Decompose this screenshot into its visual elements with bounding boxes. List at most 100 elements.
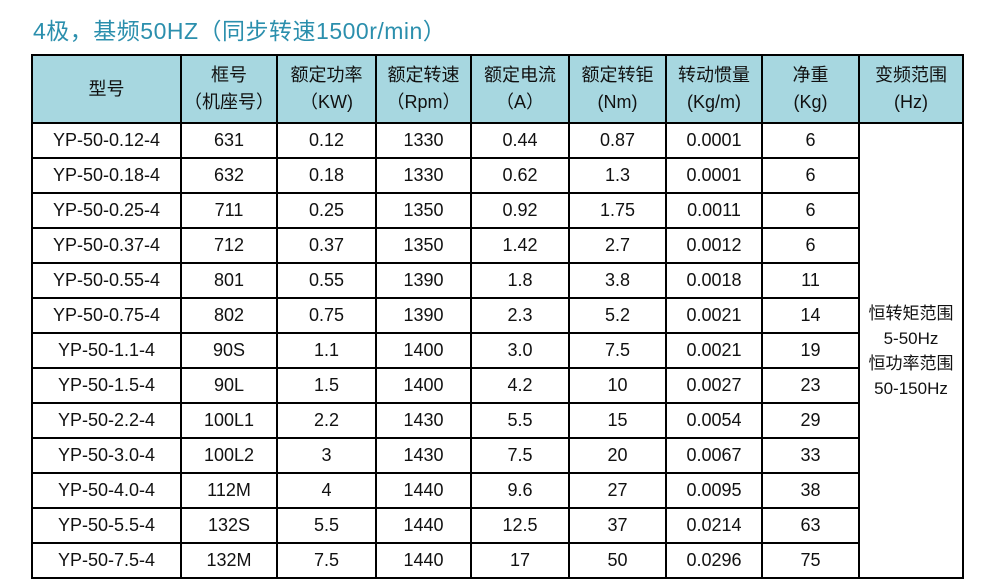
table-cell: 1440 xyxy=(375,542,472,579)
column-header-2: 框号 （机座号） xyxy=(180,54,278,124)
table-cell: 27 xyxy=(568,472,667,509)
table-cell: YP-50-7.5-4 xyxy=(31,542,182,579)
table-cell: 100L2 xyxy=(180,437,278,474)
table-row: YP-50-1.5-4 90L 1.5 1400 4.2 10 0.0027 23 xyxy=(31,367,963,404)
motor-spec-table: 型号 框号 （机座号） 额定功率 （KW) 额定转速 （Rpm） 额定电流 （A） 额定转钜 (Nm… xyxy=(31,54,964,579)
table-cell: 0.12 xyxy=(276,122,377,159)
table-cell: 1440 xyxy=(375,472,472,509)
column-header-1: 型号 xyxy=(31,54,182,124)
table-cell: 2.3 xyxy=(470,297,570,334)
table-cell: 20 xyxy=(568,437,667,474)
table-cell: 75 xyxy=(761,542,860,579)
table-cell: 100L1 xyxy=(180,402,278,439)
table-cell: 23 xyxy=(761,367,860,404)
column-header-3: 额定功率 （KW) xyxy=(276,54,377,124)
table-row: YP-50-0.75-4 802 0.75 1390 2.3 5.2 0.0021 14 xyxy=(31,297,963,334)
column-header-9: 变频范围 (Hz) xyxy=(858,54,964,124)
table-cell: 0.18 xyxy=(276,157,377,194)
column-header-6: 额定转钜 (Nm) xyxy=(568,54,667,124)
table-cell: 29 xyxy=(761,402,860,439)
column-header-8: 净重 (Kg) xyxy=(761,54,860,124)
table-row: YP-50-5.5-4 132S 5.5 1440 12.5 37 0.0214 63 xyxy=(31,507,963,544)
table-cell: YP-50-1.1-4 xyxy=(31,332,182,369)
table-cell: 11 xyxy=(761,262,860,299)
table-cell: 33 xyxy=(761,437,860,474)
table-cell: 0.0027 xyxy=(665,367,763,404)
table-cell: 712 xyxy=(180,227,278,264)
table-cell: 0.0018 xyxy=(665,262,763,299)
table-cell: 15 xyxy=(568,402,667,439)
table-row: YP-50-3.0-4 100L2 3 1430 7.5 20 0.0067 33 xyxy=(31,437,963,474)
table-row: YP-50-7.5-4 132M 7.5 1440 17 50 0.0296 75 xyxy=(31,542,963,579)
column-header-5: 额定电流 （A） xyxy=(470,54,570,124)
table-cell: 12.5 xyxy=(470,507,570,544)
table-cell: 37 xyxy=(568,507,667,544)
table-cell: 4.2 xyxy=(470,367,570,404)
table-cell: 5.5 xyxy=(470,402,570,439)
table-cell: 1430 xyxy=(375,402,472,439)
table-cell: YP-50-2.2-4 xyxy=(31,402,182,439)
table-cell: 6 xyxy=(761,157,860,194)
table-cell: 631 xyxy=(180,122,278,159)
table-cell: 0.87 xyxy=(568,122,667,159)
table-cell: 2.7 xyxy=(568,227,667,264)
table-cell: 7.5 xyxy=(470,437,570,474)
table-cell: 1.42 xyxy=(470,227,570,264)
table-cell: YP-50-0.12-4 xyxy=(31,122,182,159)
table-cell: YP-50-1.5-4 xyxy=(31,367,182,404)
table-cell: 802 xyxy=(180,297,278,334)
table-cell: 3 xyxy=(276,437,377,474)
table-cell: 0.0021 xyxy=(665,332,763,369)
table-cell: YP-50-0.55-4 xyxy=(31,262,182,299)
table-cell: 0.55 xyxy=(276,262,377,299)
table-cell: 90L xyxy=(180,367,278,404)
table-cell: 801 xyxy=(180,262,278,299)
frequency-range-note: 恒转矩范围 5-50Hz 恒功率范围 50-150Hz xyxy=(858,122,964,579)
table-cell: 711 xyxy=(180,192,278,229)
table-cell: 5.2 xyxy=(568,297,667,334)
table-cell: 1.75 xyxy=(568,192,667,229)
table-body: YP-50-0.12-4 631 0.12 1330 0.44 0.87 0.0001 6 恒转… xyxy=(31,122,964,579)
table-cell: 17 xyxy=(470,542,570,579)
table-cell: 0.37 xyxy=(276,227,377,264)
table-cell: 0.92 xyxy=(470,192,570,229)
table-cell: 112M xyxy=(180,472,278,509)
table-row: YP-50-2.2-4 100L1 2.2 1430 5.5 15 0.0054 29 xyxy=(31,402,963,439)
table-cell: 1.5 xyxy=(276,367,377,404)
table-cell: 0.0001 xyxy=(665,122,763,159)
table-cell: 0.0214 xyxy=(665,507,763,544)
table-cell: 1.1 xyxy=(276,332,377,369)
table-cell: 1400 xyxy=(375,367,472,404)
table-cell: 1350 xyxy=(375,192,472,229)
table-cell: 6 xyxy=(761,122,860,159)
table-cell: 0.62 xyxy=(470,157,570,194)
table-cell: 90S xyxy=(180,332,278,369)
table-row: YP-50-1.1-4 90S 1.1 1400 3.0 7.5 0.0021 19 xyxy=(31,332,963,369)
table-cell: 0.0021 xyxy=(665,297,763,334)
table-cell: 9.6 xyxy=(470,472,570,509)
table-row: YP-50-0.37-4 712 0.37 1350 1.42 2.7 0.0012 6 xyxy=(31,227,963,264)
table-cell: 50 xyxy=(568,542,667,579)
table-cell: 0.25 xyxy=(276,192,377,229)
table-cell: 10 xyxy=(568,367,667,404)
table-cell: 1430 xyxy=(375,437,472,474)
table-cell: YP-50-0.25-4 xyxy=(31,192,182,229)
table-cell: 0.0011 xyxy=(665,192,763,229)
table-cell: 1440 xyxy=(375,507,472,544)
table-cell: 1390 xyxy=(375,262,472,299)
table-cell: 0.0095 xyxy=(665,472,763,509)
table-row: YP-50-0.55-4 801 0.55 1390 1.8 3.8 0.0018 11 xyxy=(31,262,963,299)
table-cell: 14 xyxy=(761,297,860,334)
table-cell: 632 xyxy=(180,157,278,194)
table-cell: 4 xyxy=(276,472,377,509)
table-cell: 1.8 xyxy=(470,262,570,299)
table-cell: YP-50-0.18-4 xyxy=(31,157,182,194)
table-cell: 0.44 xyxy=(470,122,570,159)
table-cell: 63 xyxy=(761,507,860,544)
table-row: YP-50-0.25-4 711 0.25 1350 0.92 1.75 0.0011 6 xyxy=(31,192,963,229)
table-header: 型号 框号 （机座号） 额定功率 （KW) 额定转速 （Rpm） 额定电流 （A） 额定转钜 (Nm… xyxy=(31,54,964,124)
table-cell: 0.75 xyxy=(276,297,377,334)
table-cell: YP-50-4.0-4 xyxy=(31,472,182,509)
table-row: YP-50-4.0-4 112M 4 1440 9.6 27 0.0095 38 xyxy=(31,472,963,509)
